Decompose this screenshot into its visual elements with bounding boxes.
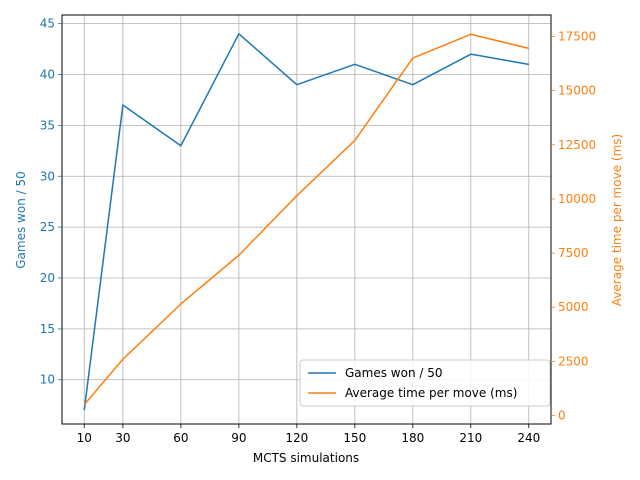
legend-label: Average time per move (ms) bbox=[345, 386, 517, 400]
plot-frame bbox=[61, 14, 552, 425]
y-right-tick-label: 0 bbox=[558, 409, 566, 423]
y-axis-right: 0 2500 5000 7500 10000 12500 15000 17500 bbox=[551, 29, 596, 423]
y-left-tick-label: 25 bbox=[40, 220, 55, 234]
y-axis-right-label: Average time per move (ms) bbox=[610, 134, 624, 306]
series-lines bbox=[83, 33, 529, 411]
x-tick-label: 60 bbox=[173, 431, 188, 445]
x-axis-label: MCTS simulations bbox=[253, 451, 359, 465]
legend-box bbox=[299, 359, 551, 407]
y-axis-left-label: Games won / 50 bbox=[14, 171, 28, 269]
y-left-tick-label: 30 bbox=[40, 169, 55, 183]
x-tick-label: 180 bbox=[401, 431, 424, 445]
y-left-tick-label: 10 bbox=[40, 373, 55, 387]
y-left-tick-label: 45 bbox=[40, 17, 55, 31]
x-tick-label: 10 bbox=[77, 431, 92, 445]
series-line-1 bbox=[83, 33, 529, 411]
x-tick-label: 210 bbox=[459, 431, 482, 445]
x-tick-label: 240 bbox=[517, 431, 540, 445]
y-left-tick-label: 35 bbox=[40, 118, 55, 132]
y-right-tick-label: 7500 bbox=[558, 246, 589, 260]
x-tick-label: 30 bbox=[115, 431, 130, 445]
series-line-2 bbox=[83, 33, 529, 406]
y-left-tick-label: 20 bbox=[40, 271, 55, 285]
y-right-tick-label: 5000 bbox=[558, 300, 589, 314]
x-axis: 10 30 60 90 120 150 180 210 240 bbox=[77, 424, 540, 445]
legend-label: Games won / 50 bbox=[345, 366, 443, 380]
x-tick-label: 90 bbox=[231, 431, 246, 445]
x-tick-label: 120 bbox=[285, 431, 308, 445]
y-left-tick-label: 40 bbox=[40, 68, 55, 82]
y-right-tick-label: 17500 bbox=[558, 29, 596, 43]
y-right-tick-label: 12500 bbox=[558, 138, 596, 152]
y-right-tick-label: 15000 bbox=[558, 84, 596, 98]
x-tick-label: 150 bbox=[343, 431, 366, 445]
y-right-tick-label: 2500 bbox=[558, 354, 589, 368]
y-axis-left: 10 15 20 25 30 35 40 45 bbox=[40, 17, 62, 387]
legend: Games won / 50 Average time per move (ms) bbox=[299, 359, 551, 407]
y-right-tick-label: 10000 bbox=[558, 192, 596, 206]
y-left-tick-label: 15 bbox=[40, 322, 55, 336]
grid-lines bbox=[62, 15, 551, 424]
